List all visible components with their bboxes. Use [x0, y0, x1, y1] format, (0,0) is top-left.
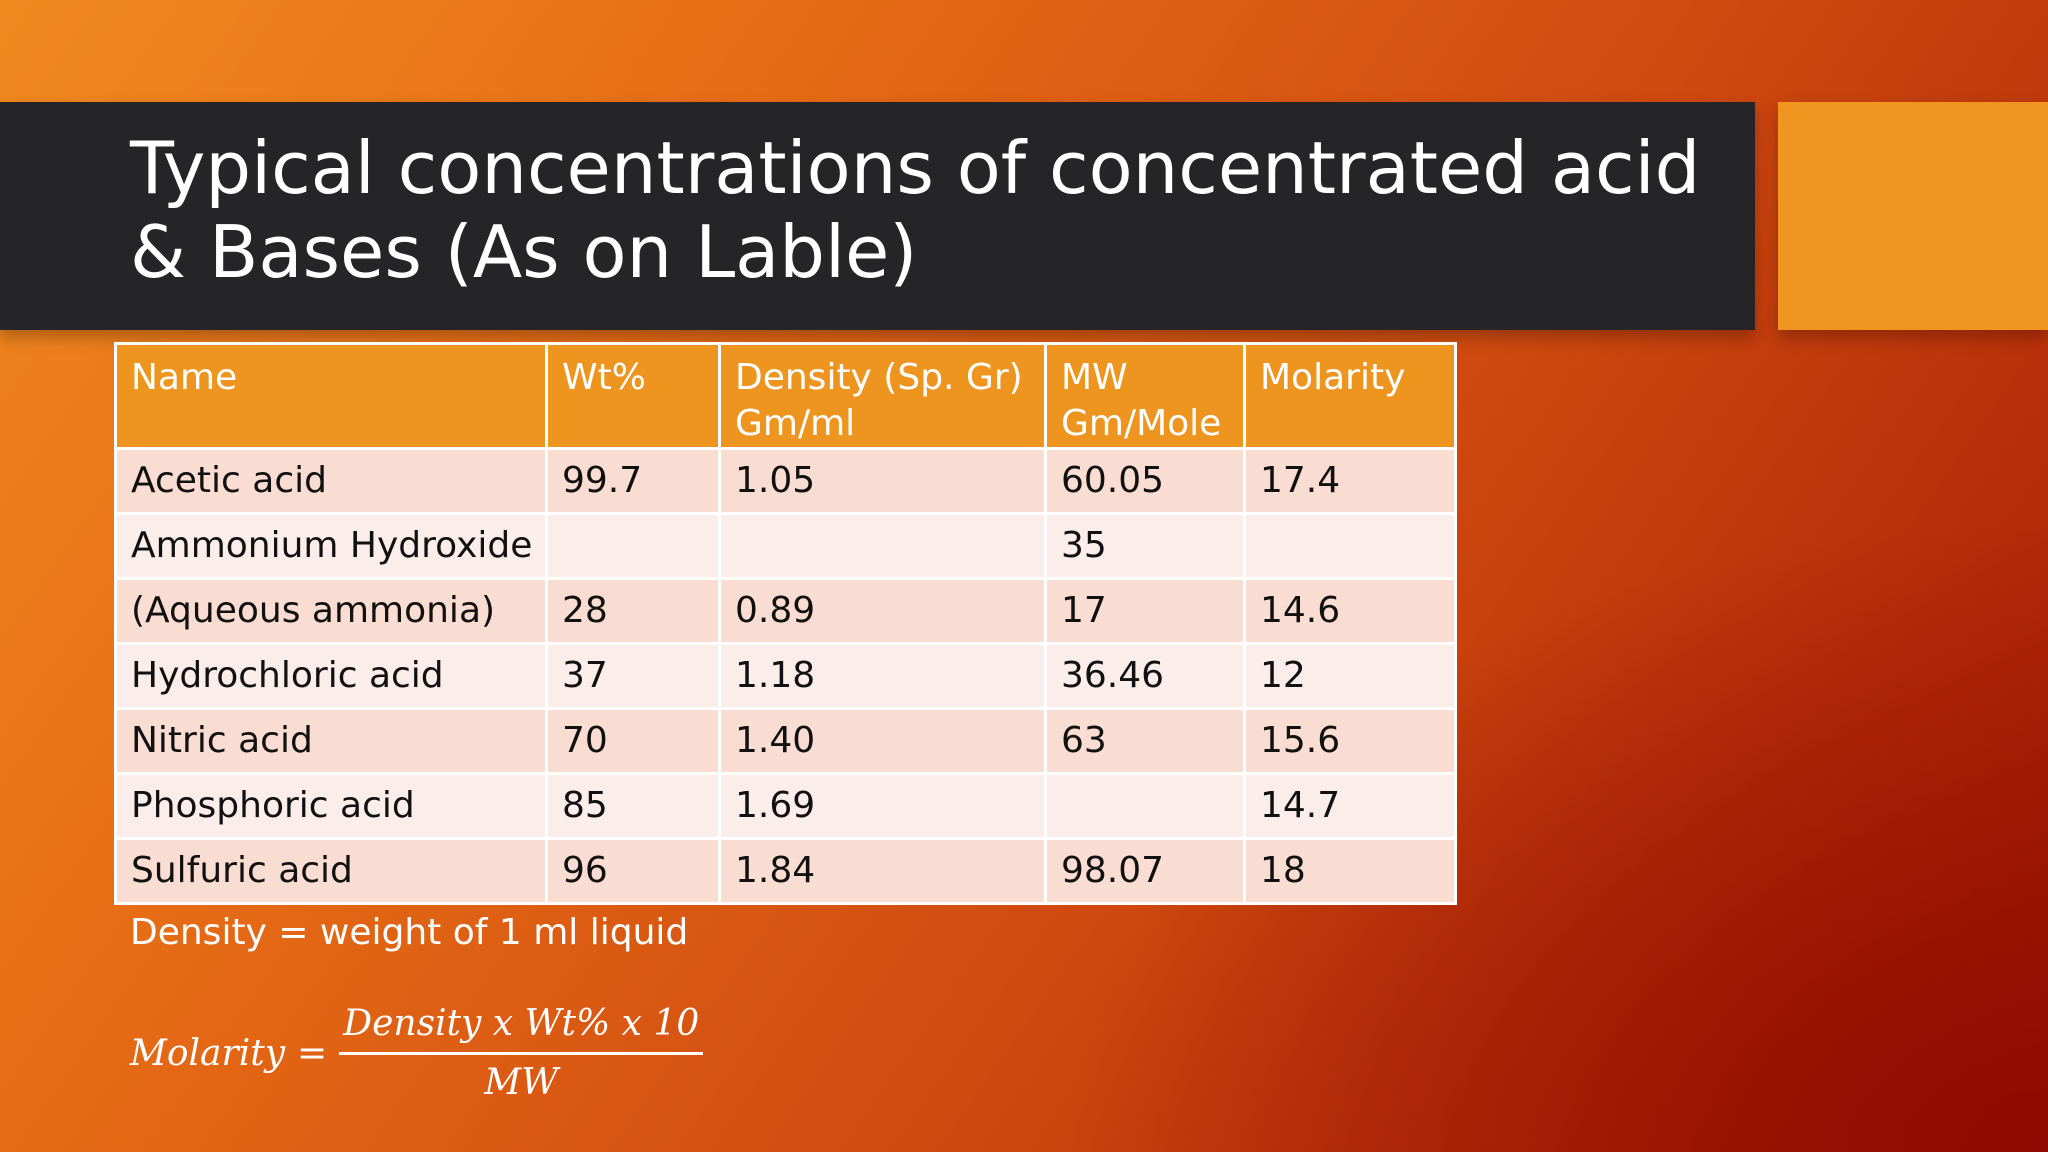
cell-molarity: 12 — [1243, 642, 1457, 710]
cell-density: 1.84 — [718, 837, 1047, 905]
molarity-formula: Molarity = Density x Wt% x 10 MW — [130, 998, 704, 1108]
cell-molarity: 17.4 — [1243, 447, 1457, 515]
cell-name: Phosphoric acid — [114, 772, 548, 840]
cell-density: 1.05 — [718, 447, 1047, 515]
table-row: Ammonium Hydroxide 35 — [114, 512, 1457, 580]
cell-mw: 63 — [1044, 707, 1246, 775]
cell-molarity — [1243, 512, 1457, 580]
cell-mw: 17 — [1044, 577, 1246, 645]
header-mw: MW Gm/Mole — [1044, 342, 1246, 450]
formula-equals: = — [297, 1032, 328, 1074]
table-row: Acetic acid 99.7 1.05 60.05 17.4 — [114, 447, 1457, 515]
header-name: Name — [114, 342, 548, 450]
cell-name: Ammonium Hydroxide — [114, 512, 548, 580]
cell-molarity: 18 — [1243, 837, 1457, 905]
accent-box — [1778, 102, 2048, 330]
cell-wt-percent: 85 — [545, 772, 721, 840]
cell-wt-percent: 96 — [545, 837, 721, 905]
table-row: Sulfuric acid 96 1.84 98.07 18 — [114, 837, 1457, 905]
header-molarity: Molarity — [1243, 342, 1457, 450]
cell-name: Sulfuric acid — [114, 837, 548, 905]
cell-wt-percent: 37 — [545, 642, 721, 710]
table-row: Phosphoric acid 85 1.69 14.7 — [114, 772, 1457, 840]
title-bar — [0, 102, 1755, 330]
cell-mw: 98.07 — [1044, 837, 1246, 905]
cell-mw: 36.46 — [1044, 642, 1246, 710]
cell-mw — [1044, 772, 1246, 840]
cell-wt-percent: 28 — [545, 577, 721, 645]
slide-title: Typical concentrations of concentrated a… — [130, 126, 1701, 294]
formula-numerator: Density x Wt% x 10 — [339, 1002, 704, 1055]
cell-name: Acetic acid — [114, 447, 548, 515]
header-wt-percent: Wt% — [545, 342, 721, 450]
cell-wt-percent: 99.7 — [545, 447, 721, 515]
header-density: Density (Sp. Gr) Gm/ml — [718, 342, 1047, 450]
cell-mw: 60.05 — [1044, 447, 1246, 515]
cell-wt-percent: 70 — [545, 707, 721, 775]
concentration-table: Name Wt% Density (Sp. Gr) Gm/ml MW Gm/Mo… — [114, 342, 1457, 905]
formula-denominator: MW — [484, 1061, 559, 1103]
cell-density: 0.89 — [718, 577, 1047, 645]
cell-molarity: 15.6 — [1243, 707, 1457, 775]
formula-lhs: Molarity — [130, 1032, 286, 1074]
table-row: Hydrochloric acid 37 1.18 36.46 12 — [114, 642, 1457, 710]
cell-name: Hydrochloric acid — [114, 642, 548, 710]
cell-density: 1.40 — [718, 707, 1047, 775]
cell-density: 1.18 — [718, 642, 1047, 710]
cell-density: 1.69 — [718, 772, 1047, 840]
cell-mw: 35 — [1044, 512, 1246, 580]
cell-name: Nitric acid — [114, 707, 548, 775]
cell-molarity: 14.6 — [1243, 577, 1457, 645]
table-header-row: Name Wt% Density (Sp. Gr) Gm/ml MW Gm/Mo… — [114, 342, 1457, 450]
table-row: Nitric acid 70 1.40 63 15.6 — [114, 707, 1457, 775]
cell-name: (Aqueous ammonia) — [114, 577, 548, 645]
table-row: (Aqueous ammonia) 28 0.89 17 14.6 — [114, 577, 1457, 645]
density-note: Density = weight of 1 ml liquid — [130, 912, 689, 953]
cell-wt-percent — [545, 512, 721, 580]
formula-fraction: Density x Wt% x 10 MW — [339, 1002, 704, 1105]
cell-molarity: 14.7 — [1243, 772, 1457, 840]
cell-density — [718, 512, 1047, 580]
